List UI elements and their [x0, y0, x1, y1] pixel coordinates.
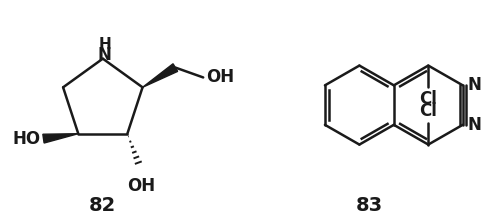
Text: HO: HO — [12, 130, 40, 148]
Text: H: H — [98, 37, 111, 52]
Text: OH: OH — [206, 68, 234, 86]
Text: 82: 82 — [89, 196, 117, 215]
Text: N: N — [468, 76, 481, 94]
Polygon shape — [142, 64, 178, 87]
Text: N: N — [468, 116, 481, 134]
Text: Cl: Cl — [420, 102, 437, 120]
Text: OH: OH — [127, 177, 156, 195]
Text: Cl: Cl — [420, 90, 437, 108]
Text: 83: 83 — [356, 196, 383, 215]
Text: N: N — [98, 46, 112, 64]
Polygon shape — [43, 134, 78, 143]
